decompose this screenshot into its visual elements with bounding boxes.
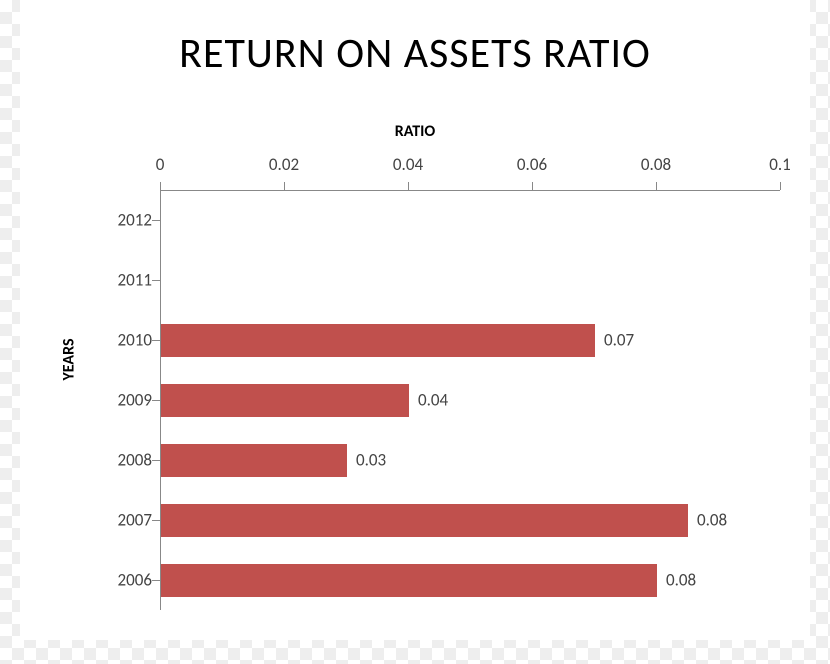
y-tick-label: 2007 [102, 510, 152, 531]
x-tick [532, 182, 533, 190]
y-tick [152, 460, 160, 461]
x-tick-label: 0.02 [269, 154, 299, 175]
y-tick-label: 2011 [102, 270, 152, 291]
x-tick [656, 182, 657, 190]
bar [161, 564, 657, 597]
x-axis-title: RATIO [20, 122, 810, 141]
y-tick [152, 520, 160, 521]
x-axis-line [160, 190, 780, 191]
x-tick-label: 0.1 [769, 154, 791, 175]
x-tick [780, 182, 781, 190]
y-tick-label: 2008 [102, 450, 152, 471]
chart-title: RETURN ON ASSETS RATIO [20, 28, 810, 79]
bar-value-label: 0.03 [356, 450, 386, 471]
y-tick [152, 340, 160, 341]
bar [161, 444, 347, 477]
bar [161, 384, 409, 417]
x-tick-label: 0.08 [641, 154, 671, 175]
x-tick [160, 182, 161, 190]
x-tick [408, 182, 409, 190]
x-tick-label: 0.04 [393, 154, 423, 175]
x-tick-label: 0.06 [517, 154, 547, 175]
y-tick-label: 2010 [102, 330, 152, 351]
y-tick-label: 2009 [102, 390, 152, 411]
y-tick [152, 400, 160, 401]
plot-area: 00.020.040.060.080.1 2012201120102009200… [160, 190, 780, 610]
bar-value-label: 0.07 [604, 330, 634, 351]
x-tick-label: 0 [156, 154, 165, 175]
x-tick [284, 182, 285, 190]
y-tick-label: 2006 [102, 570, 152, 591]
bar-value-label: 0.04 [418, 390, 448, 411]
bar [161, 324, 595, 357]
bar-value-label: 0.08 [697, 510, 727, 531]
y-axis-title: YEARS [60, 338, 79, 380]
chart-container: RETURN ON ASSETS RATIO RATIO YEARS 00.02… [20, 0, 810, 640]
bar [161, 504, 688, 537]
bar-value-label: 0.08 [666, 570, 696, 591]
y-tick [152, 220, 160, 221]
y-tick-label: 2012 [102, 210, 152, 231]
y-tick [152, 280, 160, 281]
y-tick [152, 580, 160, 581]
